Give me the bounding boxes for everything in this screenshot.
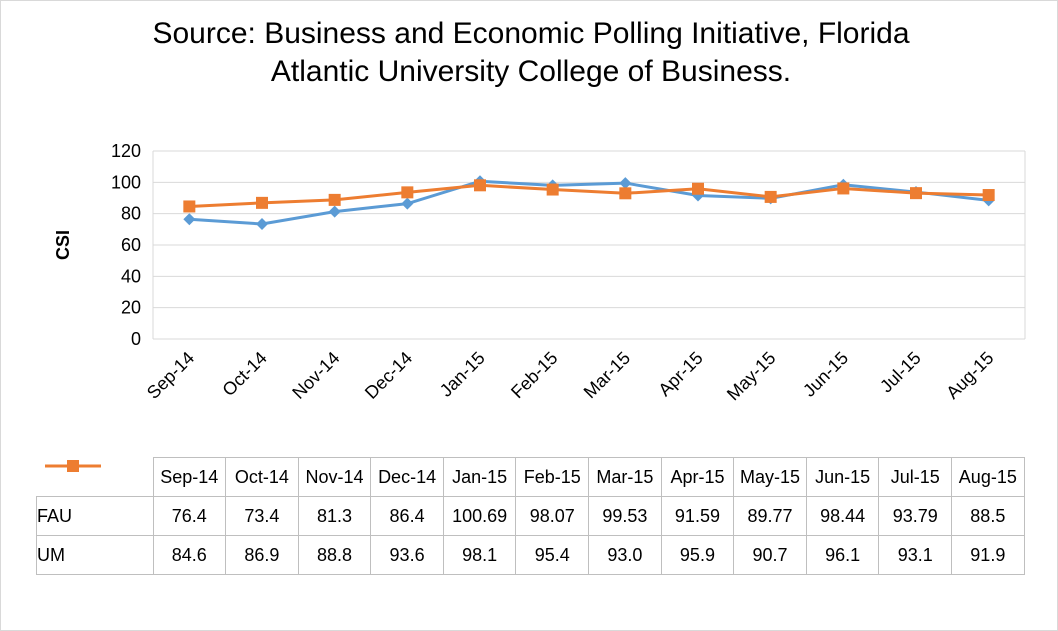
- table-cell: 93.1: [878, 535, 953, 575]
- table-cell: 95.4: [515, 535, 590, 575]
- x-tick-label: Oct-14: [218, 348, 270, 400]
- x-tick-label: Dec-14: [361, 348, 416, 403]
- marker: [256, 218, 268, 231]
- y-tick-label: 60: [121, 235, 141, 255]
- table-header-cell: Aug-15: [951, 457, 1025, 497]
- y-tick-label: 80: [121, 204, 141, 224]
- table-header-row: Sep-14 Oct-14 Nov-14 Dec-14 Jan-15 Feb-15 Mar-…: [37, 457, 1025, 497]
- marker: [183, 213, 196, 226]
- table-cell: 98.1: [442, 535, 517, 575]
- table-header-cell: Jul-15: [878, 457, 953, 497]
- marker: [256, 196, 268, 209]
- table-header-cell: Feb-15: [515, 457, 590, 497]
- x-tick-label: Apr-15: [654, 348, 706, 400]
- table-cell: 98.44: [805, 496, 880, 536]
- table-cell: 96.1: [805, 535, 880, 575]
- y-tick-label: 0: [131, 329, 141, 349]
- marker: [183, 200, 196, 213]
- x-tick-label: Jul-15: [876, 348, 925, 397]
- legend-label: UM: [37, 544, 65, 565]
- y-tick-label: 40: [121, 266, 141, 286]
- marker: [546, 183, 559, 196]
- x-tick-label: May-15: [723, 348, 780, 405]
- y-tick-label: 100: [111, 172, 141, 192]
- table-cell: 100.69: [442, 496, 517, 536]
- table-cell: 99.53: [588, 496, 662, 536]
- table-cell: 93.79: [878, 496, 953, 536]
- legend-entry: UM: [36, 459, 154, 575]
- table-header-cell: Nov-14: [297, 457, 372, 497]
- x-tick-label: Aug-15: [942, 348, 997, 403]
- legend-entry: FAU: [36, 459, 154, 536]
- table-header-cell: Oct-14: [225, 457, 299, 497]
- x-tick-label: Jan-15: [436, 348, 489, 401]
- y-tick-label: 20: [121, 298, 141, 318]
- marker: [837, 182, 850, 195]
- x-tick-label: Mar-15: [580, 348, 634, 402]
- chart-title: Source: Business and Economic Polling In…: [152, 17, 910, 88]
- marker: [619, 177, 632, 190]
- table-cell: 90.7: [733, 535, 807, 575]
- marker: [910, 187, 922, 200]
- marker: [692, 182, 704, 195]
- legend-icon: [44, 459, 101, 472]
- table-header-cell: May-15: [733, 457, 807, 497]
- x-tick-label: Sep-14: [143, 348, 198, 403]
- marker: [982, 189, 995, 202]
- table-header-cell: Sep-14: [152, 457, 227, 497]
- table-cell: 93.6: [370, 535, 444, 575]
- marker: [66, 459, 79, 472]
- table-cell: 76.4: [152, 496, 227, 536]
- table-cell: 98.07: [515, 496, 590, 536]
- y-axis-label: CSI: [53, 230, 73, 260]
- y-tick-label: 120: [111, 141, 141, 161]
- marker: [401, 197, 414, 210]
- legend-label: FAU: [37, 505, 73, 526]
- marker: [474, 179, 486, 192]
- table-header-cell: Jun-15: [805, 457, 880, 497]
- table-row: UM 84.6 86.9 88.8 93.6 98.1 95.4 93.0 95.9 90.7 96…: [36, 459, 1025, 575]
- table-cell: 93.0: [588, 535, 662, 575]
- table-cell: 84.6: [152, 535, 227, 575]
- table-header-cell: Jan-15: [442, 457, 517, 497]
- marker: [619, 187, 632, 200]
- x-tick-label: Jun-15: [799, 348, 852, 401]
- table-cell: 95.9: [660, 535, 735, 575]
- x-tick-label: Feb-15: [507, 348, 561, 402]
- table-cell: 88.8: [297, 535, 372, 575]
- x-tick-label: Nov-14: [288, 348, 343, 403]
- table-cell: 86.4: [370, 496, 444, 536]
- data-table: Sep-14 Oct-14 Nov-14 Dec-14 Jan-15 Feb-15 Mar-…: [36, 457, 1025, 575]
- table-cell: 73.4: [225, 496, 299, 536]
- series-line: [189, 183, 989, 208]
- table-cell: 86.9: [225, 535, 299, 575]
- marker: [328, 193, 341, 206]
- table-cell: 81.3: [297, 496, 372, 536]
- table-cell: 91.59: [660, 496, 735, 536]
- table-row: FAU 76.4 73.4 81.3 86.4 100.69 98.07 99.53 91.59…: [36, 459, 1025, 536]
- marker: [401, 186, 414, 199]
- marker: [764, 190, 777, 203]
- table-header-cell: Mar-15: [588, 457, 662, 497]
- table-cell: 88.5: [951, 496, 1025, 536]
- table-cell: 91.9: [951, 535, 1025, 575]
- table-header-cell: Apr-15: [660, 457, 735, 497]
- table-header-cell: Dec-14: [370, 457, 444, 497]
- series-line: [189, 179, 989, 226]
- table-cell: 89.77: [733, 496, 807, 536]
- marker: [328, 205, 341, 218]
